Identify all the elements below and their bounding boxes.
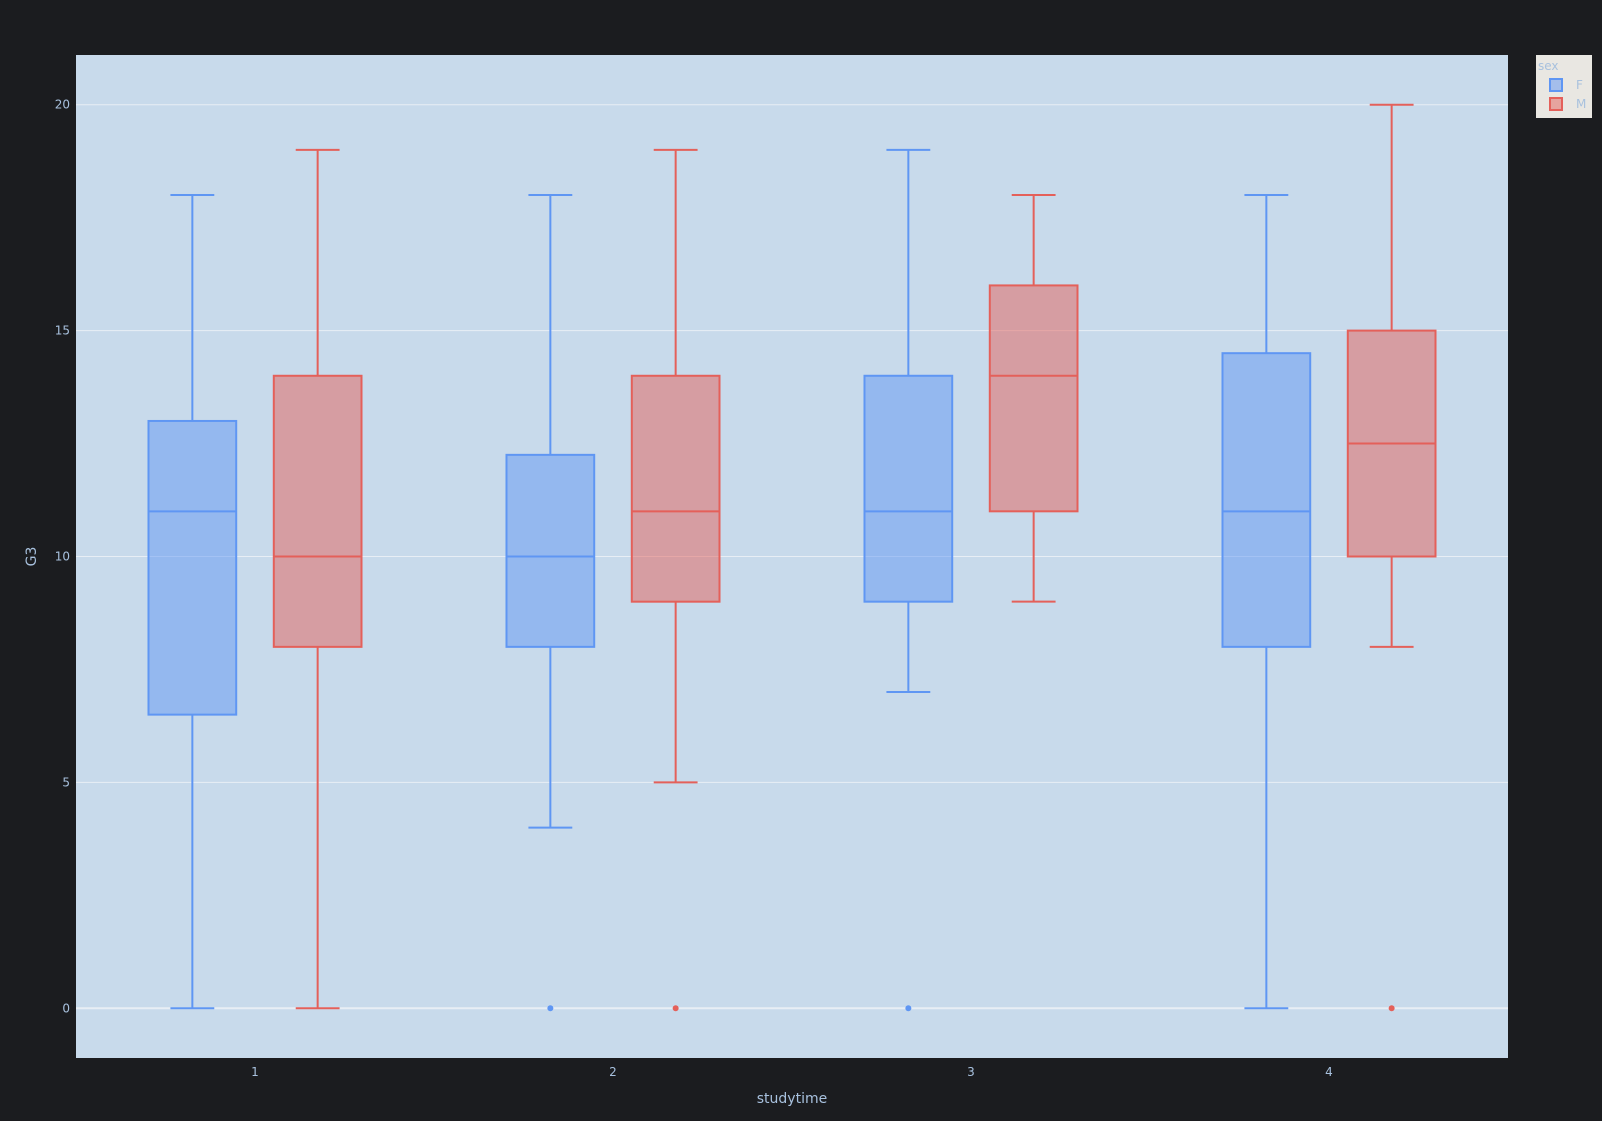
iqr-box: [863, 374, 954, 603]
legend-swatch: [1549, 97, 1563, 111]
outlier-point: [547, 1005, 554, 1012]
legend-label: F: [1576, 78, 1583, 92]
outlier-point: [1388, 1005, 1395, 1012]
y-axis-ticks: 0 5 10 15 20: [55, 98, 70, 1016]
box-m-4[interactable]: [1346, 103, 1437, 1012]
series-f: [147, 148, 1312, 1012]
x-tick-label: 2: [609, 1065, 617, 1079]
box-f-4[interactable]: [1221, 194, 1312, 1010]
legend-background: [1536, 55, 1592, 118]
outlier-point: [672, 1005, 679, 1012]
legend-items[interactable]: FM: [1549, 78, 1586, 111]
iqr-box: [1221, 352, 1312, 648]
outlier-point: [905, 1005, 912, 1012]
x-tick-label: 4: [1325, 1065, 1333, 1079]
box-m-2[interactable]: [630, 148, 721, 1012]
y-axis-title: G3: [24, 547, 40, 567]
x-tick-label: 1: [251, 1065, 259, 1079]
y-tick-label: 0: [62, 1001, 70, 1015]
box-m-1[interactable]: [272, 148, 363, 1010]
iqr-box: [988, 284, 1079, 513]
iqr-box: [630, 374, 721, 603]
legend-swatch: [1549, 78, 1563, 92]
y-tick-label: 5: [62, 775, 70, 789]
legend-title: sex: [1538, 59, 1559, 73]
x-tick-label: 3: [967, 1065, 975, 1079]
y-tick-label: 15: [55, 324, 70, 338]
legend-item-f[interactable]: F: [1549, 78, 1583, 92]
series-m: [272, 103, 1437, 1012]
iqr-box: [505, 453, 596, 648]
box-f-2[interactable]: [505, 194, 596, 1012]
x-axis-ticks: 1 2 3 4: [251, 1065, 1333, 1079]
legend[interactable]: sex FM: [1536, 55, 1592, 118]
y-tick-label: 20: [55, 98, 70, 112]
box-series: [147, 103, 1437, 1012]
legend-item-m[interactable]: M: [1549, 97, 1586, 111]
legend-label: M: [1576, 97, 1586, 111]
box-m-3[interactable]: [988, 194, 1079, 603]
iqr-box: [147, 419, 238, 716]
box-f-1[interactable]: [147, 194, 238, 1010]
box-f-3[interactable]: [863, 148, 954, 1012]
iqr-box: [272, 374, 363, 648]
x-axis-title: studytime: [757, 1091, 827, 1107]
y-tick-label: 10: [55, 550, 70, 564]
